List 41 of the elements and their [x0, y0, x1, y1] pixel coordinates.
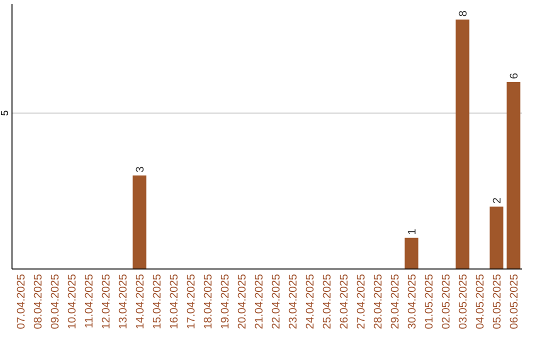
data-label: 3: [134, 166, 146, 172]
x-tick-label: 04.05.2025: [474, 274, 486, 330]
x-tick-label: 22.04.2025: [270, 274, 282, 330]
x-tick-label: 23.04.2025: [288, 274, 300, 330]
x-tick-label: 10.04.2025: [66, 274, 78, 330]
bar: [456, 20, 470, 269]
x-tick-label: 21.04.2025: [254, 274, 266, 330]
x-tick-label: 07.04.2025: [16, 274, 28, 330]
x-tick-label: 06.05.2025: [508, 274, 520, 330]
x-tick-label: 19.04.2025: [220, 274, 232, 330]
x-tick-label: 30.04.2025: [406, 274, 418, 330]
x-tick-label: 09.04.2025: [50, 274, 62, 330]
data-label: 6: [508, 72, 520, 79]
x-tick-label: 28.04.2025: [372, 274, 384, 330]
x-tick-label: 03.05.2025: [458, 274, 470, 330]
data-label: 8: [458, 10, 470, 17]
x-tick-label: 08.04.2025: [32, 274, 44, 330]
x-tick-label: 18.04.2025: [202, 274, 214, 330]
x-tick-label: 12.04.2025: [100, 274, 112, 330]
bar: [506, 82, 520, 269]
x-tick-label: 02.05.2025: [440, 274, 452, 330]
x-tick-label: 11.04.2025: [84, 274, 96, 328]
x-tick-label: 13.04.2025: [118, 274, 130, 330]
data-label: 1: [406, 228, 418, 235]
x-tick-label: 14.04.2025: [134, 274, 146, 330]
bar: [490, 206, 504, 269]
x-tick-label: 27.04.2025: [356, 274, 368, 330]
x-tick-label: 17.04.2025: [186, 274, 198, 330]
x-tick-label: 20.04.2025: [236, 274, 248, 330]
x-tick-label: 29.04.2025: [390, 274, 402, 330]
x-tick-label: 01.05.2025: [424, 274, 436, 330]
x-tick-label: 25.04.2025: [322, 274, 334, 330]
y-tick-label: 5: [0, 110, 11, 116]
x-tick-label: 24.04.2025: [304, 274, 316, 330]
x-tick-label: 16.04.2025: [168, 274, 180, 330]
data-label: 2: [492, 198, 504, 204]
bar: [132, 175, 146, 269]
x-tick-label: 15.04.2025: [152, 274, 164, 330]
x-tick-label: 26.04.2025: [338, 274, 350, 330]
x-tick-label: 05.05.2025: [492, 274, 504, 330]
bar: [404, 238, 418, 269]
